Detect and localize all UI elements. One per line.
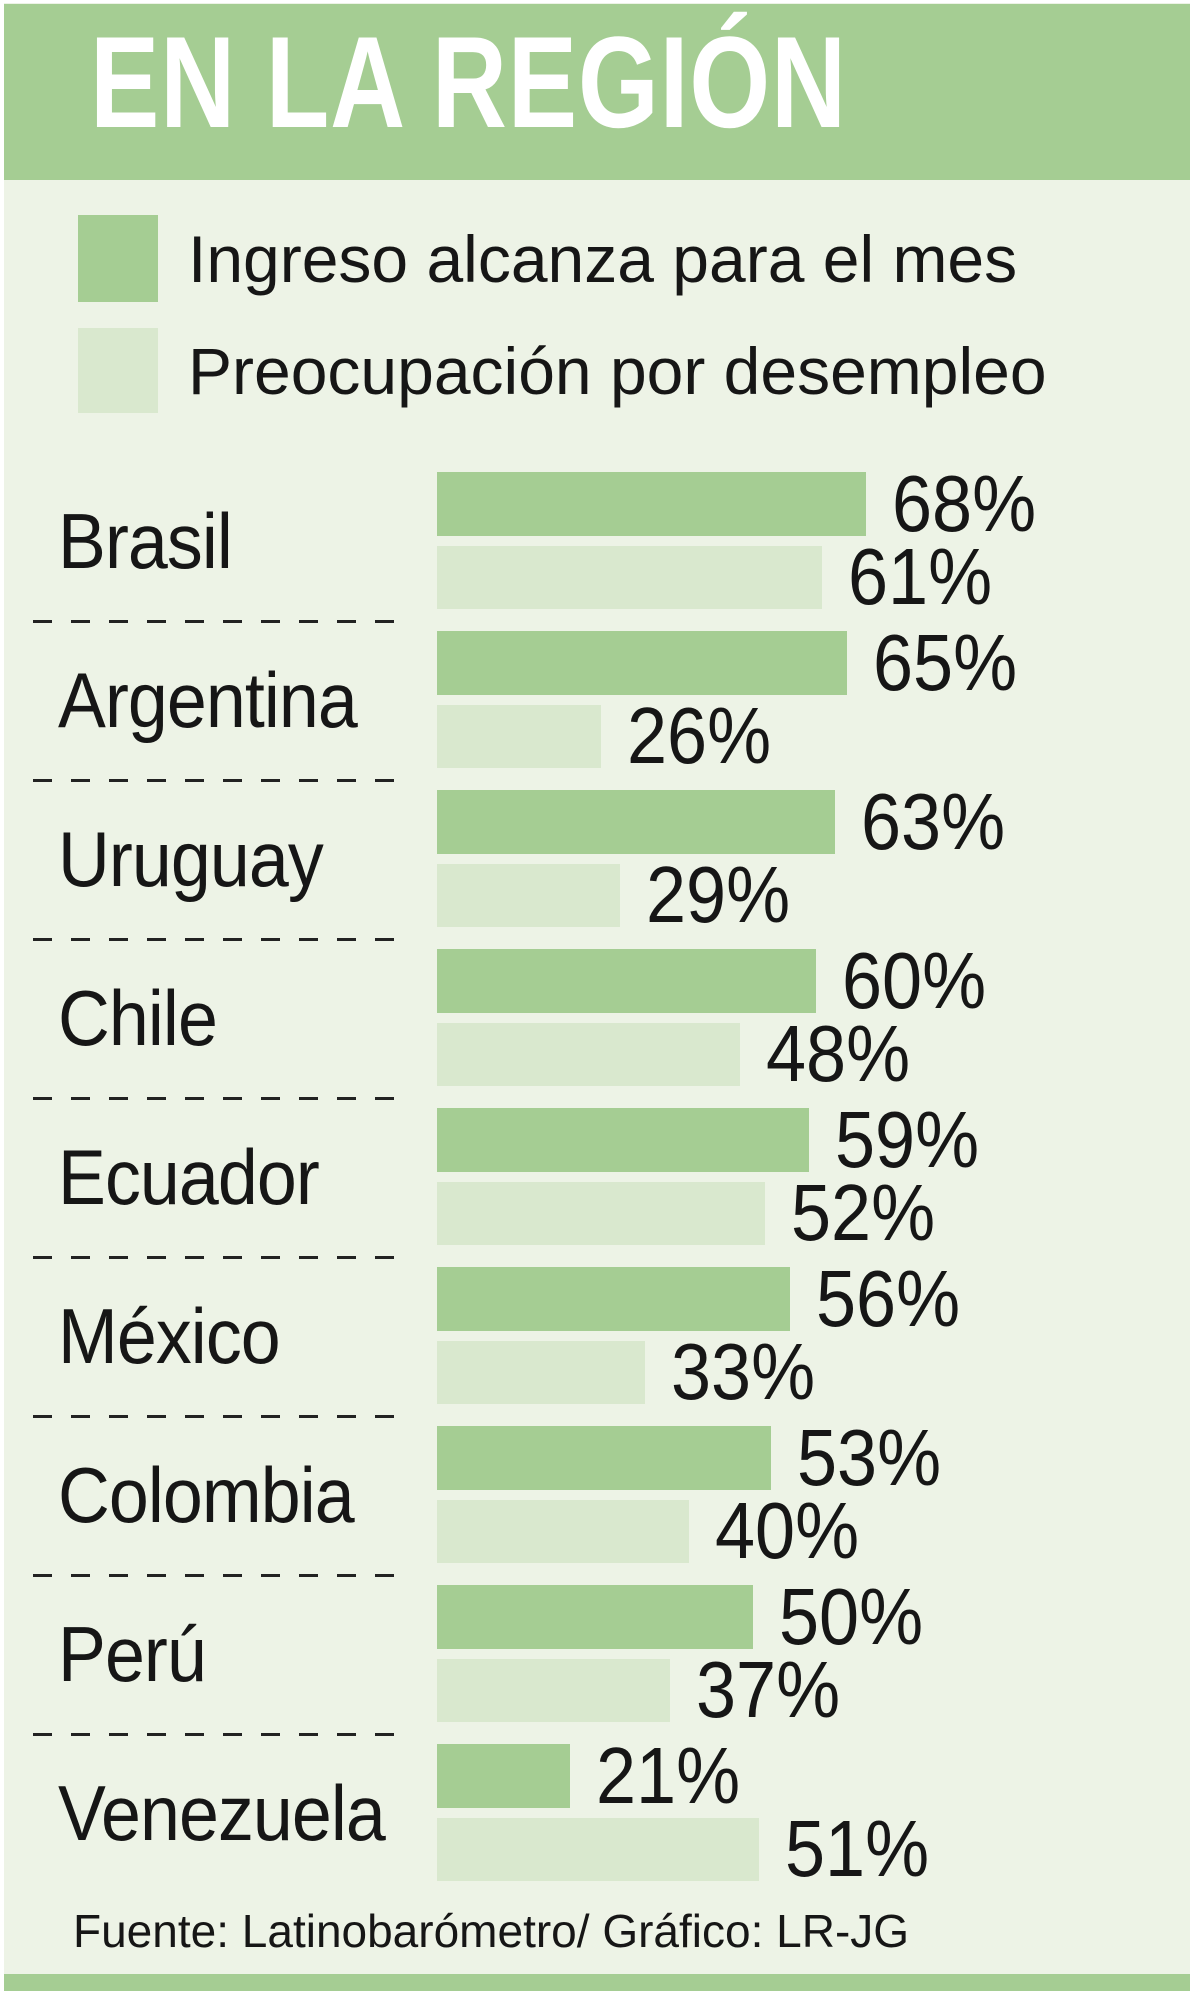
bar-value-desempleo: 37% xyxy=(696,1645,841,1734)
bar-desempleo xyxy=(437,1023,740,1086)
bar-value-ingreso: 56% xyxy=(816,1254,961,1343)
bar-ingreso xyxy=(437,790,835,854)
bar-desempleo xyxy=(437,705,601,768)
source-credit: Fuente: Latinobarómetro/ Gráfico: LR-JG xyxy=(73,1905,910,1957)
legend-swatch-ingreso xyxy=(78,215,158,302)
row-separator xyxy=(33,1097,408,1100)
bar-value-ingreso: 60% xyxy=(842,936,987,1025)
bar-ingreso xyxy=(437,1744,570,1808)
bar-ingreso xyxy=(437,1426,771,1490)
row-separator xyxy=(33,938,408,941)
header-band: EN LA REGIÓN xyxy=(4,4,1190,180)
bar-desempleo xyxy=(437,1659,670,1722)
bar-ingreso xyxy=(437,1108,809,1172)
legend-swatch-desempleo xyxy=(78,328,158,413)
country-label: Perú xyxy=(58,1610,207,1698)
bar-value-desempleo: 33% xyxy=(671,1327,816,1416)
country-label: Chile xyxy=(58,974,218,1062)
row-separator xyxy=(33,1415,408,1418)
legend-label-ingreso: Ingreso alcanza para el mes xyxy=(188,222,1018,296)
row-separator xyxy=(33,1574,408,1577)
bar-desempleo xyxy=(437,864,620,927)
row-separator xyxy=(33,1733,408,1736)
page-title: EN LA REGIÓN xyxy=(90,9,847,155)
country-label: Brasil xyxy=(58,497,233,585)
legend-label-desempleo: Preocupación por desempleo xyxy=(188,334,1047,408)
row-separator xyxy=(33,779,408,782)
bar-value-desempleo: 48% xyxy=(766,1009,911,1098)
bar-ingreso xyxy=(437,631,847,695)
country-label: Ecuador xyxy=(58,1133,320,1221)
bar-value-ingreso: 59% xyxy=(835,1095,980,1184)
bar-desempleo xyxy=(437,1818,759,1881)
bar-value-ingreso: 53% xyxy=(797,1413,942,1502)
bar-value-ingreso: 50% xyxy=(779,1572,924,1661)
bar-value-desempleo: 61% xyxy=(848,532,993,621)
bar-desempleo xyxy=(437,546,822,609)
bar-desempleo xyxy=(437,1500,689,1563)
bar-value-ingreso: 21% xyxy=(596,1731,741,1820)
bar-ingreso xyxy=(437,1267,790,1331)
bar-desempleo xyxy=(437,1182,765,1245)
bottom-accent-bar xyxy=(4,1974,1190,1991)
bar-value-desempleo: 29% xyxy=(646,850,791,939)
country-label: México xyxy=(58,1292,281,1380)
bar-ingreso xyxy=(437,472,866,536)
bar-value-ingreso: 63% xyxy=(861,777,1006,866)
row-separator xyxy=(33,1256,408,1259)
bar-value-desempleo: 51% xyxy=(785,1804,930,1893)
country-label: Argentina xyxy=(58,656,358,744)
bar-value-ingreso: 65% xyxy=(873,618,1018,707)
country-label: Colombia xyxy=(58,1451,355,1539)
bar-value-desempleo: 40% xyxy=(715,1486,860,1575)
country-label: Uruguay xyxy=(58,815,324,903)
bar-value-desempleo: 52% xyxy=(791,1168,936,1257)
bar-ingreso xyxy=(437,1585,753,1649)
bar-desempleo xyxy=(437,1341,645,1404)
bar-value-desempleo: 26% xyxy=(627,691,772,780)
country-label: Venezuela xyxy=(58,1769,386,1857)
row-separator xyxy=(33,620,408,623)
bar-ingreso xyxy=(437,949,816,1013)
bar-value-ingreso: 68% xyxy=(892,459,1037,548)
